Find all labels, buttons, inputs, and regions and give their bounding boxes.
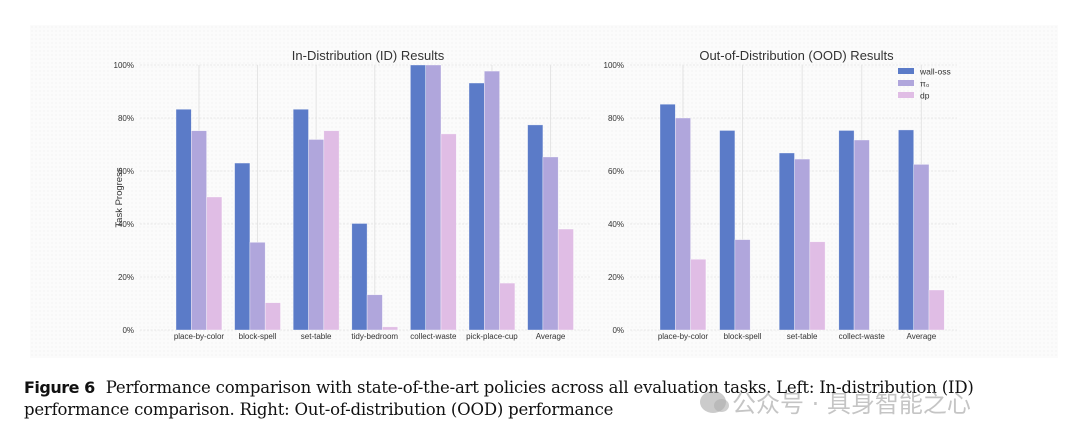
y-tick-label: 0% (612, 326, 624, 335)
bar-tidy-bedroom- (366, 294, 383, 331)
y-tick-label: 80% (608, 114, 624, 123)
bar-place-by-color-walloss (659, 103, 676, 331)
legend-swatch-1 (898, 80, 914, 86)
bar-average-dp (557, 228, 574, 331)
y-tick-label: 40% (608, 220, 624, 229)
bar-average- (542, 156, 559, 331)
bar-place-by-color-dp (690, 258, 707, 331)
bar-collect-waste- (853, 139, 870, 331)
bar-tidy-bedroom-dp (382, 326, 398, 331)
legend-label: dp (920, 91, 930, 101)
chart-in-distribution: 0% 20% 40% 60% 80% 100% place-by-color block-sp… (114, 48, 590, 341)
x-tick-label: set-table (787, 332, 818, 341)
bar-collect-waste- (425, 64, 442, 331)
x-tick-label: block-spell (239, 332, 277, 341)
watermark: 公众号 · 具身智能之心 (700, 384, 971, 419)
y-axis-label: Task Progress (114, 167, 125, 227)
y-tick-label: 20% (118, 273, 134, 282)
bar-block-spell-walloss (719, 130, 736, 331)
bar-collect-waste-dp (440, 133, 457, 331)
bar-block-spell- (249, 241, 266, 331)
bar-set-table-dp (323, 130, 340, 331)
bar-set-table-walloss (292, 108, 309, 331)
bar-set-table- (794, 158, 811, 331)
x-tick-label: Average (907, 332, 937, 341)
legend-label: wall-oss (919, 67, 951, 77)
chart-title: Out-of-Distribution (OOD) Results (699, 48, 894, 63)
bar-tidy-bedroom-walloss (351, 223, 368, 331)
bar-set-table- (308, 139, 325, 331)
y-tick-label: 100% (604, 61, 624, 70)
y-tick-label: 60% (118, 167, 134, 176)
bar-average-walloss (527, 124, 544, 331)
bar-place-by-color- (191, 130, 207, 331)
x-tick-label: set-table (301, 332, 332, 341)
bar-place-by-color-dp (206, 196, 223, 331)
x-tick-label: place-by-color (174, 332, 225, 341)
figure-caption-text: Performance comparison with state-of-the… (24, 378, 974, 419)
x-tick-label: collect-waste (410, 332, 457, 341)
chart-out-of-distribution: 0% 20% 40% 60% 80% 100% place-by-color block-sp… (604, 48, 957, 341)
bar-pick-place-cup-walloss (468, 82, 485, 331)
y-tick-label: 0% (122, 326, 134, 335)
bar-block-spell-dp (264, 302, 281, 331)
bar-pick-place-cup-dp (499, 282, 516, 331)
x-tick-label: pick-place-cup (466, 332, 518, 341)
bar-block-spell-walloss (234, 162, 251, 331)
x-tick-label: tidy-bedroom (351, 332, 398, 341)
bar-set-table-dp (809, 241, 826, 331)
x-tick-label: collect-waste (839, 332, 886, 341)
chart-title: In-Distribution (ID) Results (292, 48, 445, 63)
legend-swatch-2 (898, 92, 914, 98)
bar-average- (913, 164, 930, 331)
watermark-text: 公众号 · 具身智能之心 (732, 390, 971, 418)
y-tick-label: 80% (118, 114, 134, 123)
bar-average-walloss (898, 129, 915, 331)
bar-place-by-color- (674, 117, 691, 331)
legend-label: π₀ (920, 79, 930, 89)
y-tick-label: 40% (118, 220, 134, 229)
bar-pick-place-cup- (483, 70, 500, 331)
bar-collect-waste-walloss (410, 64, 426, 331)
bar-collect-waste-walloss (838, 130, 855, 331)
x-tick-label: place-by-color (658, 332, 709, 341)
y-tick-label: 100% (114, 61, 134, 70)
bar-block-spell- (734, 239, 751, 331)
bar-set-table-walloss (778, 152, 795, 331)
figure-charts: 0% 20% 40% 60% 80% 100% place-by-color block-sp… (114, 48, 957, 341)
wechat-icon (700, 390, 729, 413)
x-tick-label: Average (536, 332, 566, 341)
y-tick-label: 20% (608, 273, 624, 282)
x-tick-label: block-spell (724, 332, 762, 341)
bar-average-dp (928, 289, 945, 331)
y-tick-label: 60% (608, 167, 624, 176)
figure-label: Figure 6 (24, 378, 95, 397)
bar-place-by-color-walloss (175, 108, 192, 331)
figure-caption: Figure 6 Performance comparison with sta… (24, 377, 1064, 421)
legend-swatch-0 (898, 68, 914, 74)
